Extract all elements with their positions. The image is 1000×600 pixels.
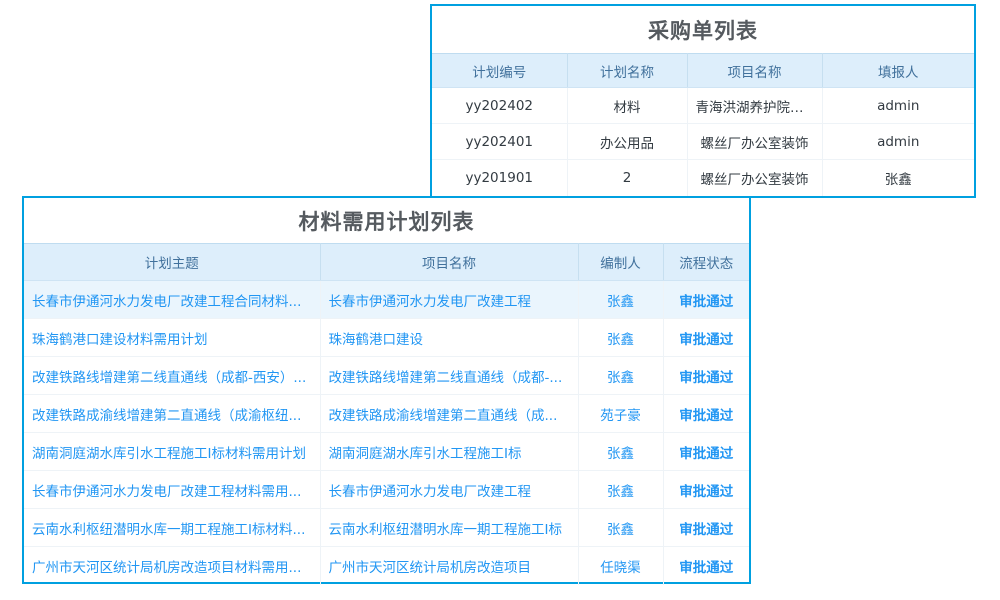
status-badge: 审批通过 [663, 508, 749, 547]
cell-plan-name: 材料 [567, 87, 688, 124]
purchase-panel-title: 采购单列表 [432, 6, 974, 53]
material-plan-table: 计划主题 项目名称 编制人 流程状态 长春市伊通河水力发电厂改建工程合同材料..… [24, 243, 749, 585]
cell-subject[interactable]: 长春市伊通河水力发电厂改建工程合同材料... [24, 280, 321, 319]
cell-author: 苑子豪 [578, 394, 664, 433]
cell-author: 张鑫 [578, 432, 664, 471]
table-row[interactable]: 广州市天河区统计局机房改造项目材料需用... 广州市天河区统计局机房改造项目 任… [24, 546, 749, 585]
cell-project-name[interactable]: 改建铁路线增建第二线直通线（成都-... [320, 356, 579, 395]
cell-subject[interactable]: 湖南洞庭湖水库引水工程施工I标材料需用计划 [24, 432, 321, 471]
material-table-header-row: 计划主题 项目名称 编制人 流程状态 [24, 243, 749, 281]
table-row[interactable]: 改建铁路线增建第二线直通线（成都-西安）... 改建铁路线增建第二线直通线（成都… [24, 356, 749, 395]
cell-author: 张鑫 [578, 470, 664, 509]
purchase-table-header-row: 计划编号 计划名称 项目名称 填报人 [432, 53, 974, 88]
cell-subject[interactable]: 改建铁路线增建第二线直通线（成都-西安）... [24, 356, 321, 395]
status-badge: 审批通过 [663, 470, 749, 509]
cell-project-name[interactable]: 长春市伊通河水力发电厂改建工程 [320, 470, 579, 509]
cell-reporter: admin [822, 123, 974, 160]
status-badge: 审批通过 [663, 432, 749, 471]
cell-subject[interactable]: 云南水利枢纽潜明水库一期工程施工I标材料... [24, 508, 321, 547]
cell-author: 任晓渠 [578, 546, 664, 585]
column-header-project-name[interactable]: 项目名称 [687, 53, 823, 88]
cell-project-name[interactable]: 改建铁路成渝线增建第二直通线（成... [320, 394, 579, 433]
status-badge: 审批通过 [663, 318, 749, 357]
material-plan-panel: 材料需用计划列表 计划主题 项目名称 编制人 流程状态 长春市伊通河水力发电厂改… [22, 196, 751, 585]
status-badge: 审批通过 [663, 356, 749, 395]
column-header-subject[interactable]: 计划主题 [24, 243, 321, 281]
column-header-project-name[interactable]: 项目名称 [320, 243, 579, 281]
table-row[interactable]: yy201901 2 螺丝厂办公室装饰 张鑫 [432, 159, 974, 196]
material-table-body: 长春市伊通河水力发电厂改建工程合同材料... 长春市伊通河水力发电厂改建工程 张… [24, 280, 749, 585]
cell-subject[interactable]: 改建铁路成渝线增建第二直通线（成渝枢纽... [24, 394, 321, 433]
cell-plan-name: 2 [567, 159, 688, 196]
cell-subject[interactable]: 珠海鹤港口建设材料需用计划 [24, 318, 321, 357]
cell-reporter: 张鑫 [884, 171, 912, 188]
purchase-table-body: yy202402 材料 青海洪湖养护院项目 admin yy202401 办公用… [432, 87, 974, 196]
cell-plan-no: yy201901 [432, 159, 568, 196]
cell-project-name[interactable]: 湖南洞庭湖水库引水工程施工I标 [320, 432, 579, 471]
cell-plan-no: yy202401 [432, 123, 568, 160]
cell-project-name[interactable]: 长春市伊通河水力发电厂改建工程 [320, 280, 579, 319]
material-panel-title: 材料需用计划列表 [24, 198, 749, 243]
cell-project-name[interactable]: 珠海鹤港口建设 [320, 318, 579, 357]
cell-author: 张鑫 [578, 508, 664, 547]
table-row[interactable]: 湖南洞庭湖水库引水工程施工I标材料需用计划 湖南洞庭湖水库引水工程施工I标 张鑫… [24, 432, 749, 471]
cell-plan-name: 办公用品 [567, 123, 688, 160]
table-row[interactable]: 长春市伊通河水力发电厂改建工程材料需用... 长春市伊通河水力发电厂改建工程 张… [24, 470, 749, 509]
table-row[interactable]: 改建铁路成渝线增建第二直通线（成渝枢纽... 改建铁路成渝线增建第二直通线（成.… [24, 394, 749, 433]
cell-project-name: 螺丝厂办公室装饰 [687, 159, 823, 196]
status-badge: 审批通过 [663, 394, 749, 433]
column-header-author[interactable]: 编制人 [578, 243, 664, 281]
cell-project-name[interactable]: 云南水利枢纽潜明水库一期工程施工I标 [320, 508, 579, 547]
cell-project-name: 青海洪湖养护院项目 [687, 87, 823, 124]
cell-project-name[interactable]: 广州市天河区统计局机房改造项目 [320, 546, 579, 585]
table-row[interactable]: yy202401 办公用品 螺丝厂办公室装饰 admin [432, 123, 974, 160]
status-badge: 审批通过 [679, 559, 734, 576]
column-header-plan-no[interactable]: 计划编号 [432, 53, 568, 88]
cell-subject[interactable]: 广州市天河区统计局机房改造项目材料需用... [24, 546, 321, 585]
cell-author: 张鑫 [578, 280, 664, 319]
cell-author: 张鑫 [578, 318, 664, 357]
table-row[interactable]: 云南水利枢纽潜明水库一期工程施工I标材料... 云南水利枢纽潜明水库一期工程施工… [24, 508, 749, 547]
column-header-plan-name[interactable]: 计划名称 [567, 53, 688, 88]
purchase-order-table: 计划编号 计划名称 项目名称 填报人 yy202402 材料 青海洪湖养护院项目… [432, 53, 974, 196]
status-badge: 审批通过 [663, 280, 749, 319]
cell-plan-no: yy202402 [432, 87, 568, 124]
cell-project-name: 螺丝厂办公室装饰 [687, 123, 823, 160]
table-row[interactable]: 珠海鹤港口建设材料需用计划 珠海鹤港口建设 张鑫 审批通过 [24, 318, 749, 357]
cell-subject[interactable]: 长春市伊通河水力发电厂改建工程材料需用... [24, 470, 321, 509]
table-row[interactable]: yy202402 材料 青海洪湖养护院项目 admin [432, 87, 974, 124]
table-row[interactable]: 长春市伊通河水力发电厂改建工程合同材料... 长春市伊通河水力发电厂改建工程 张… [24, 280, 749, 319]
column-header-reporter[interactable]: 填报人 [822, 53, 974, 88]
cell-author: 张鑫 [578, 356, 664, 395]
column-header-status[interactable]: 流程状态 [663, 243, 749, 281]
cell-reporter: admin [822, 87, 974, 124]
purchase-order-panel: 采购单列表 计划编号 计划名称 项目名称 填报人 yy202402 材料 青海洪… [430, 4, 976, 198]
